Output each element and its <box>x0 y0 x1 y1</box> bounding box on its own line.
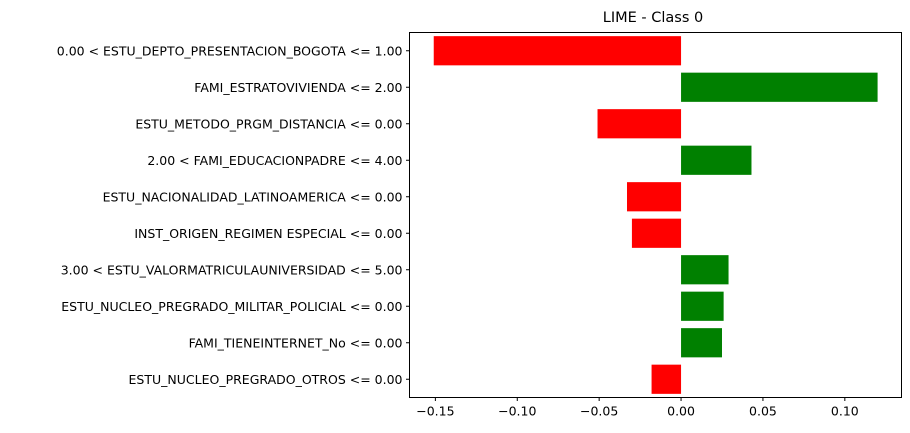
x-tick-label: −0.10 <box>498 404 536 419</box>
y-axis-ticks: 0.00 < ESTU_DEPTO_PRESENTACION_BOGOTA <=… <box>57 43 410 387</box>
x-tick-label: −0.15 <box>416 404 454 419</box>
bar-5 <box>631 218 682 248</box>
bar-0 <box>433 36 682 66</box>
y-tick-label: ESTU_NUCLEO_PREGRADO_MILITAR_POLICIAL <=… <box>61 299 402 314</box>
bar-8 <box>681 328 722 358</box>
bar-3 <box>681 145 752 175</box>
x-tick-label: 0.00 <box>667 404 695 419</box>
y-tick-label: FAMI_ESTRATOVIVIENDA <= 2.00 <box>194 80 402 95</box>
y-tick-label: ESTU_NACIONALIDAD_LATINOAMERICA <= 0.00 <box>103 189 403 204</box>
x-axis-ticks: −0.15 −0.10 −0.05 0.00 0.05 0.10 <box>416 397 859 419</box>
y-tick-label: 0.00 < ESTU_DEPTO_PRESENTACION_BOGOTA <=… <box>57 43 403 58</box>
bar-4 <box>627 182 682 212</box>
y-tick-label: 2.00 < FAMI_EDUCACIONPADRE <= 4.00 <box>147 153 402 168</box>
y-tick-label: 3.00 < ESTU_VALORMATRICULAUNIVERSIDAD <=… <box>61 262 403 277</box>
x-tick-label: 0.10 <box>831 404 859 419</box>
bar-9 <box>651 364 682 394</box>
bar-6 <box>681 255 729 285</box>
y-tick-label: INST_ORIGEN_REGIMEN ESPECIAL <= 0.00 <box>134 226 402 241</box>
plot-frame <box>409 32 902 398</box>
y-tick-label: ESTU_NUCLEO_PREGRADO_OTROS <= 0.00 <box>129 372 403 387</box>
y-tick-label: ESTU_METODO_PRGM_DISTANCIA <= 0.00 <box>135 116 402 131</box>
bars-group <box>433 36 878 394</box>
y-tick-label: FAMI_TIENEINTERNET_No <= 0.00 <box>189 335 403 350</box>
bar-7 <box>681 291 724 321</box>
bar-2 <box>597 109 682 139</box>
chart-title: LIME - Class 0 <box>603 10 703 26</box>
bar-1 <box>681 72 878 102</box>
x-tick-label: 0.05 <box>749 404 777 419</box>
x-tick-label: −0.05 <box>580 404 618 419</box>
